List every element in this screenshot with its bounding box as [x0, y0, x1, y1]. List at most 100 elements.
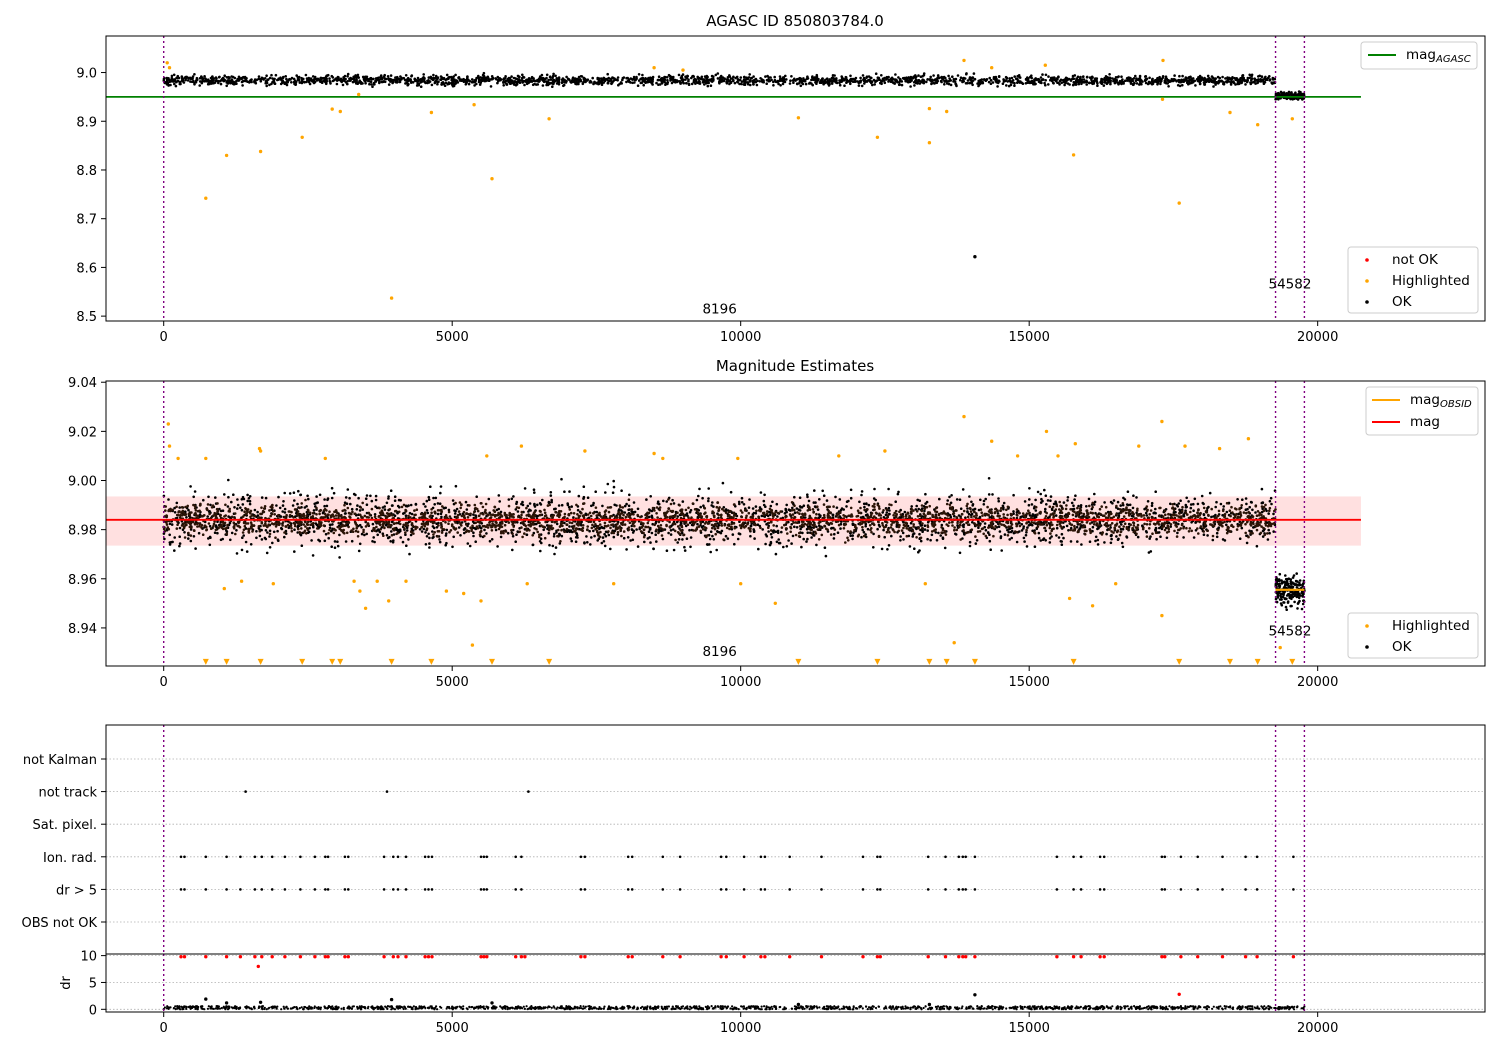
agasc-x-axis: 0 5000 10000 15000 20000 [160, 321, 1338, 345]
ok-point [1167, 85, 1170, 88]
ok-point [575, 81, 579, 84]
ok-point [364, 82, 367, 85]
ok-point [583, 77, 586, 81]
ok-point [1122, 80, 1125, 84]
ok-point [924, 492, 927, 496]
ok-point [548, 81, 551, 85]
ok-point [951, 75, 954, 78]
ok-point [729, 77, 733, 80]
ok-point [165, 76, 169, 80]
ok-point [1075, 525, 1079, 529]
ok-point [825, 77, 829, 80]
ok-point [258, 534, 262, 538]
ok-point [763, 493, 766, 497]
ok-point [1180, 79, 1183, 83]
ok-point [450, 78, 454, 81]
ok-point [540, 541, 543, 545]
ok-point [672, 502, 676, 505]
ok-point [260, 496, 264, 499]
ok-point [1261, 501, 1265, 505]
ok-point [668, 74, 672, 78]
ok-point [617, 83, 620, 87]
ok-point [422, 73, 426, 76]
ok-point [791, 506, 794, 510]
ok-point [937, 531, 940, 535]
ok-point [424, 531, 427, 534]
ok-point [348, 496, 351, 500]
ok-point [1094, 79, 1098, 82]
ok-point [1012, 493, 1015, 497]
ok-point [962, 523, 965, 527]
ok-point [491, 77, 494, 81]
ok-point [201, 79, 204, 83]
ok-point [908, 545, 912, 548]
ok-point [472, 513, 475, 516]
ok-point [466, 542, 470, 545]
ok-point [1222, 505, 1225, 508]
ok-point [576, 508, 580, 512]
ok-point [472, 531, 475, 534]
ok-point [1245, 80, 1249, 84]
ok-point [470, 78, 474, 81]
ok-point [454, 509, 457, 513]
ok-point [997, 497, 1000, 500]
ok-point [201, 77, 205, 81]
ok-point [1213, 78, 1216, 82]
ok-point [1185, 505, 1188, 509]
ok-point [612, 479, 615, 483]
ok-point [1267, 528, 1270, 532]
ok-point [1044, 507, 1047, 511]
ok-point [1016, 80, 1020, 84]
ok-point [428, 542, 431, 545]
ok-point [464, 500, 468, 504]
ok-point [482, 71, 486, 75]
ok-point [790, 542, 793, 545]
ok-point [1034, 77, 1037, 80]
agasc-y-axis: 8.58.68.78.88.99.0 [76, 67, 106, 325]
ok-point [555, 82, 559, 85]
ok-point [935, 538, 939, 542]
ok-point [246, 80, 250, 83]
ok-point [354, 493, 357, 497]
ok-point [689, 545, 692, 549]
ok-point [379, 74, 383, 77]
ok-point [926, 537, 929, 541]
ok-point [368, 82, 371, 86]
ok-point [346, 75, 349, 78]
ok-point [732, 75, 735, 79]
ok-point [1066, 78, 1069, 82]
ok-point [1257, 75, 1260, 78]
ok-point [1126, 490, 1130, 494]
ok-point [817, 513, 821, 516]
ok-point [1245, 502, 1248, 506]
ok-point [570, 539, 573, 543]
ok-point [1202, 513, 1206, 516]
ok-point [185, 75, 188, 79]
ok-point [1244, 83, 1247, 86]
point-highlighted [1160, 97, 1165, 102]
ok-point [1060, 543, 1064, 546]
ok-point [1055, 77, 1058, 80]
ok-point [429, 485, 432, 489]
ok-point [936, 74, 940, 77]
ok-point [707, 487, 710, 490]
ok-point [1033, 545, 1037, 548]
ok-point [655, 540, 658, 543]
ok-point [800, 545, 803, 549]
ok-point [452, 75, 456, 78]
ok-point [731, 533, 735, 536]
ok-point [1007, 530, 1010, 534]
ok-point [328, 77, 331, 80]
ok-point [894, 500, 897, 504]
ok-point [531, 543, 535, 547]
ok-point [426, 511, 430, 515]
ok-point [391, 78, 394, 82]
ok-point [268, 535, 271, 538]
ok-point [336, 544, 340, 548]
legend-highlighted-swatch [1365, 279, 1369, 283]
ok-point [305, 505, 308, 508]
ok-point [861, 74, 865, 77]
ok-point [1202, 502, 1205, 506]
ok-point [395, 528, 399, 531]
ok-point [640, 77, 643, 80]
